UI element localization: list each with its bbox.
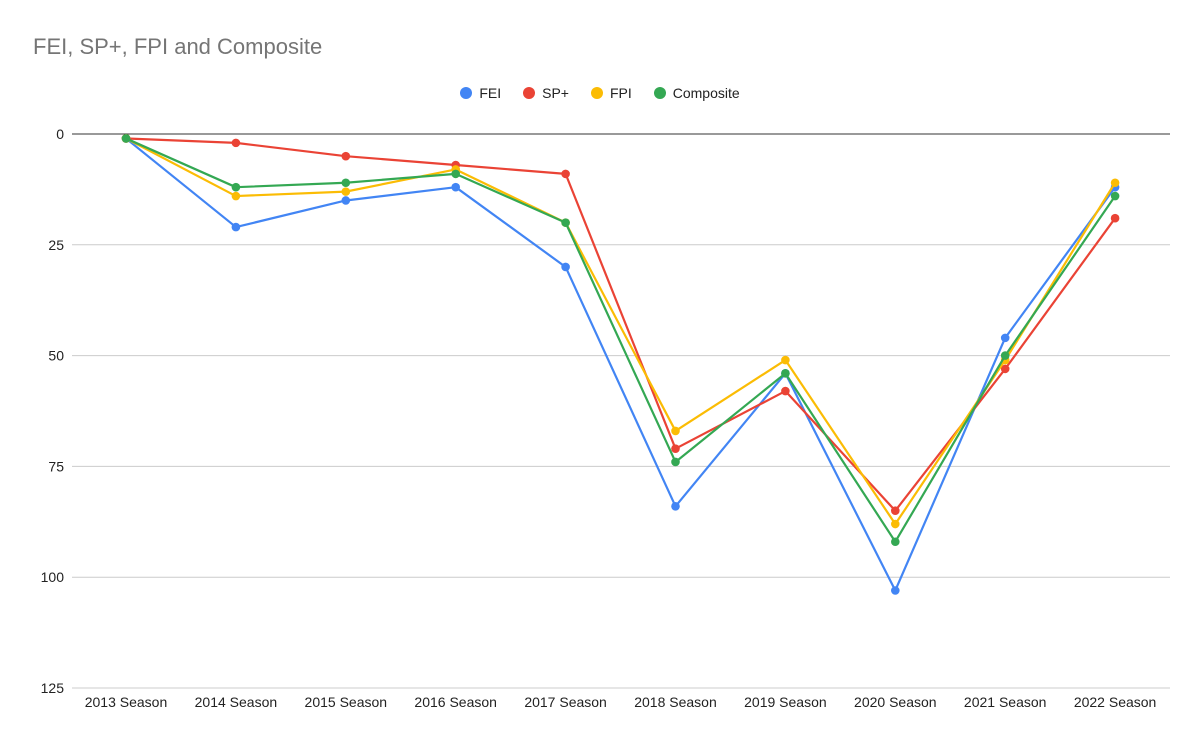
data-point [451, 169, 461, 179]
x-tick-label: 2022 Season [1074, 694, 1157, 710]
data-point [781, 355, 790, 365]
legend-item[interactable]: SP+ [523, 85, 569, 101]
legend-label: SP+ [542, 85, 569, 101]
data-point [561, 262, 570, 272]
y-tick-label: 125 [41, 680, 65, 696]
data-point [561, 169, 570, 179]
series-line-composite [125, 137, 1117, 543]
data-point [891, 519, 900, 529]
data-point [671, 426, 680, 436]
data-point [1000, 351, 1010, 360]
y-tick-label: 50 [48, 348, 64, 364]
y-tick-label: 25 [48, 237, 64, 253]
x-tick-label: 2015 Season [305, 694, 388, 710]
legend-item[interactable]: FEI [460, 85, 501, 101]
data-point [341, 151, 351, 161]
data-point [231, 191, 241, 201]
data-point [781, 386, 790, 396]
data-point [891, 506, 900, 516]
x-tick-label: 2014 Season [195, 694, 278, 710]
data-point [121, 134, 131, 143]
x-tick-label: 2013 Season [85, 694, 168, 710]
series-line-fpi [125, 137, 1117, 526]
x-tick-label: 2016 Season [414, 694, 497, 710]
data-point [231, 222, 241, 232]
data-point [341, 178, 351, 188]
x-tick-label: 2018 Season [634, 694, 717, 710]
data-point [671, 444, 680, 453]
legend-marker-icon [523, 87, 536, 99]
data-point [561, 218, 570, 227]
y-tick-label: 100 [41, 569, 65, 585]
data-point [231, 138, 241, 148]
data-point [1000, 364, 1010, 374]
legend-marker-icon [460, 87, 473, 99]
data-point [1110, 213, 1120, 223]
data-point [1110, 178, 1120, 188]
series-line-fei [125, 137, 1116, 592]
x-tick-label: 2019 Season [744, 694, 827, 710]
data-point [671, 501, 680, 511]
legend-label: Composite [672, 85, 740, 101]
data-point [341, 187, 351, 196]
y-tick-label: 0 [56, 126, 64, 142]
data-point [891, 537, 900, 547]
data-point [231, 182, 241, 192]
legend: FEI SP+ FPI Composite [0, 85, 1200, 101]
legend-marker-icon [653, 87, 666, 99]
data-point [1000, 333, 1010, 343]
legend-marker-icon [590, 87, 603, 99]
y-tick-label: 75 [48, 458, 64, 474]
data-point [451, 182, 461, 192]
x-tick-label: 2017 Season [524, 694, 607, 710]
legend-item[interactable]: FPI [590, 85, 632, 101]
x-tick-label: 2021 Season [964, 694, 1047, 710]
data-point [671, 457, 680, 467]
legend-label: FEI [479, 85, 502, 101]
data-point [781, 369, 790, 378]
data-point [1110, 191, 1120, 201]
x-tick-label: 2020 Season [854, 694, 937, 710]
series-line-sp [125, 137, 1116, 512]
data-point [341, 196, 351, 205]
data-point [891, 586, 900, 595]
legend-label: FPI [609, 85, 632, 101]
chart-title: FEI, SP+, FPI and Composite [33, 34, 323, 59]
legend-item[interactable]: Composite [653, 85, 740, 101]
